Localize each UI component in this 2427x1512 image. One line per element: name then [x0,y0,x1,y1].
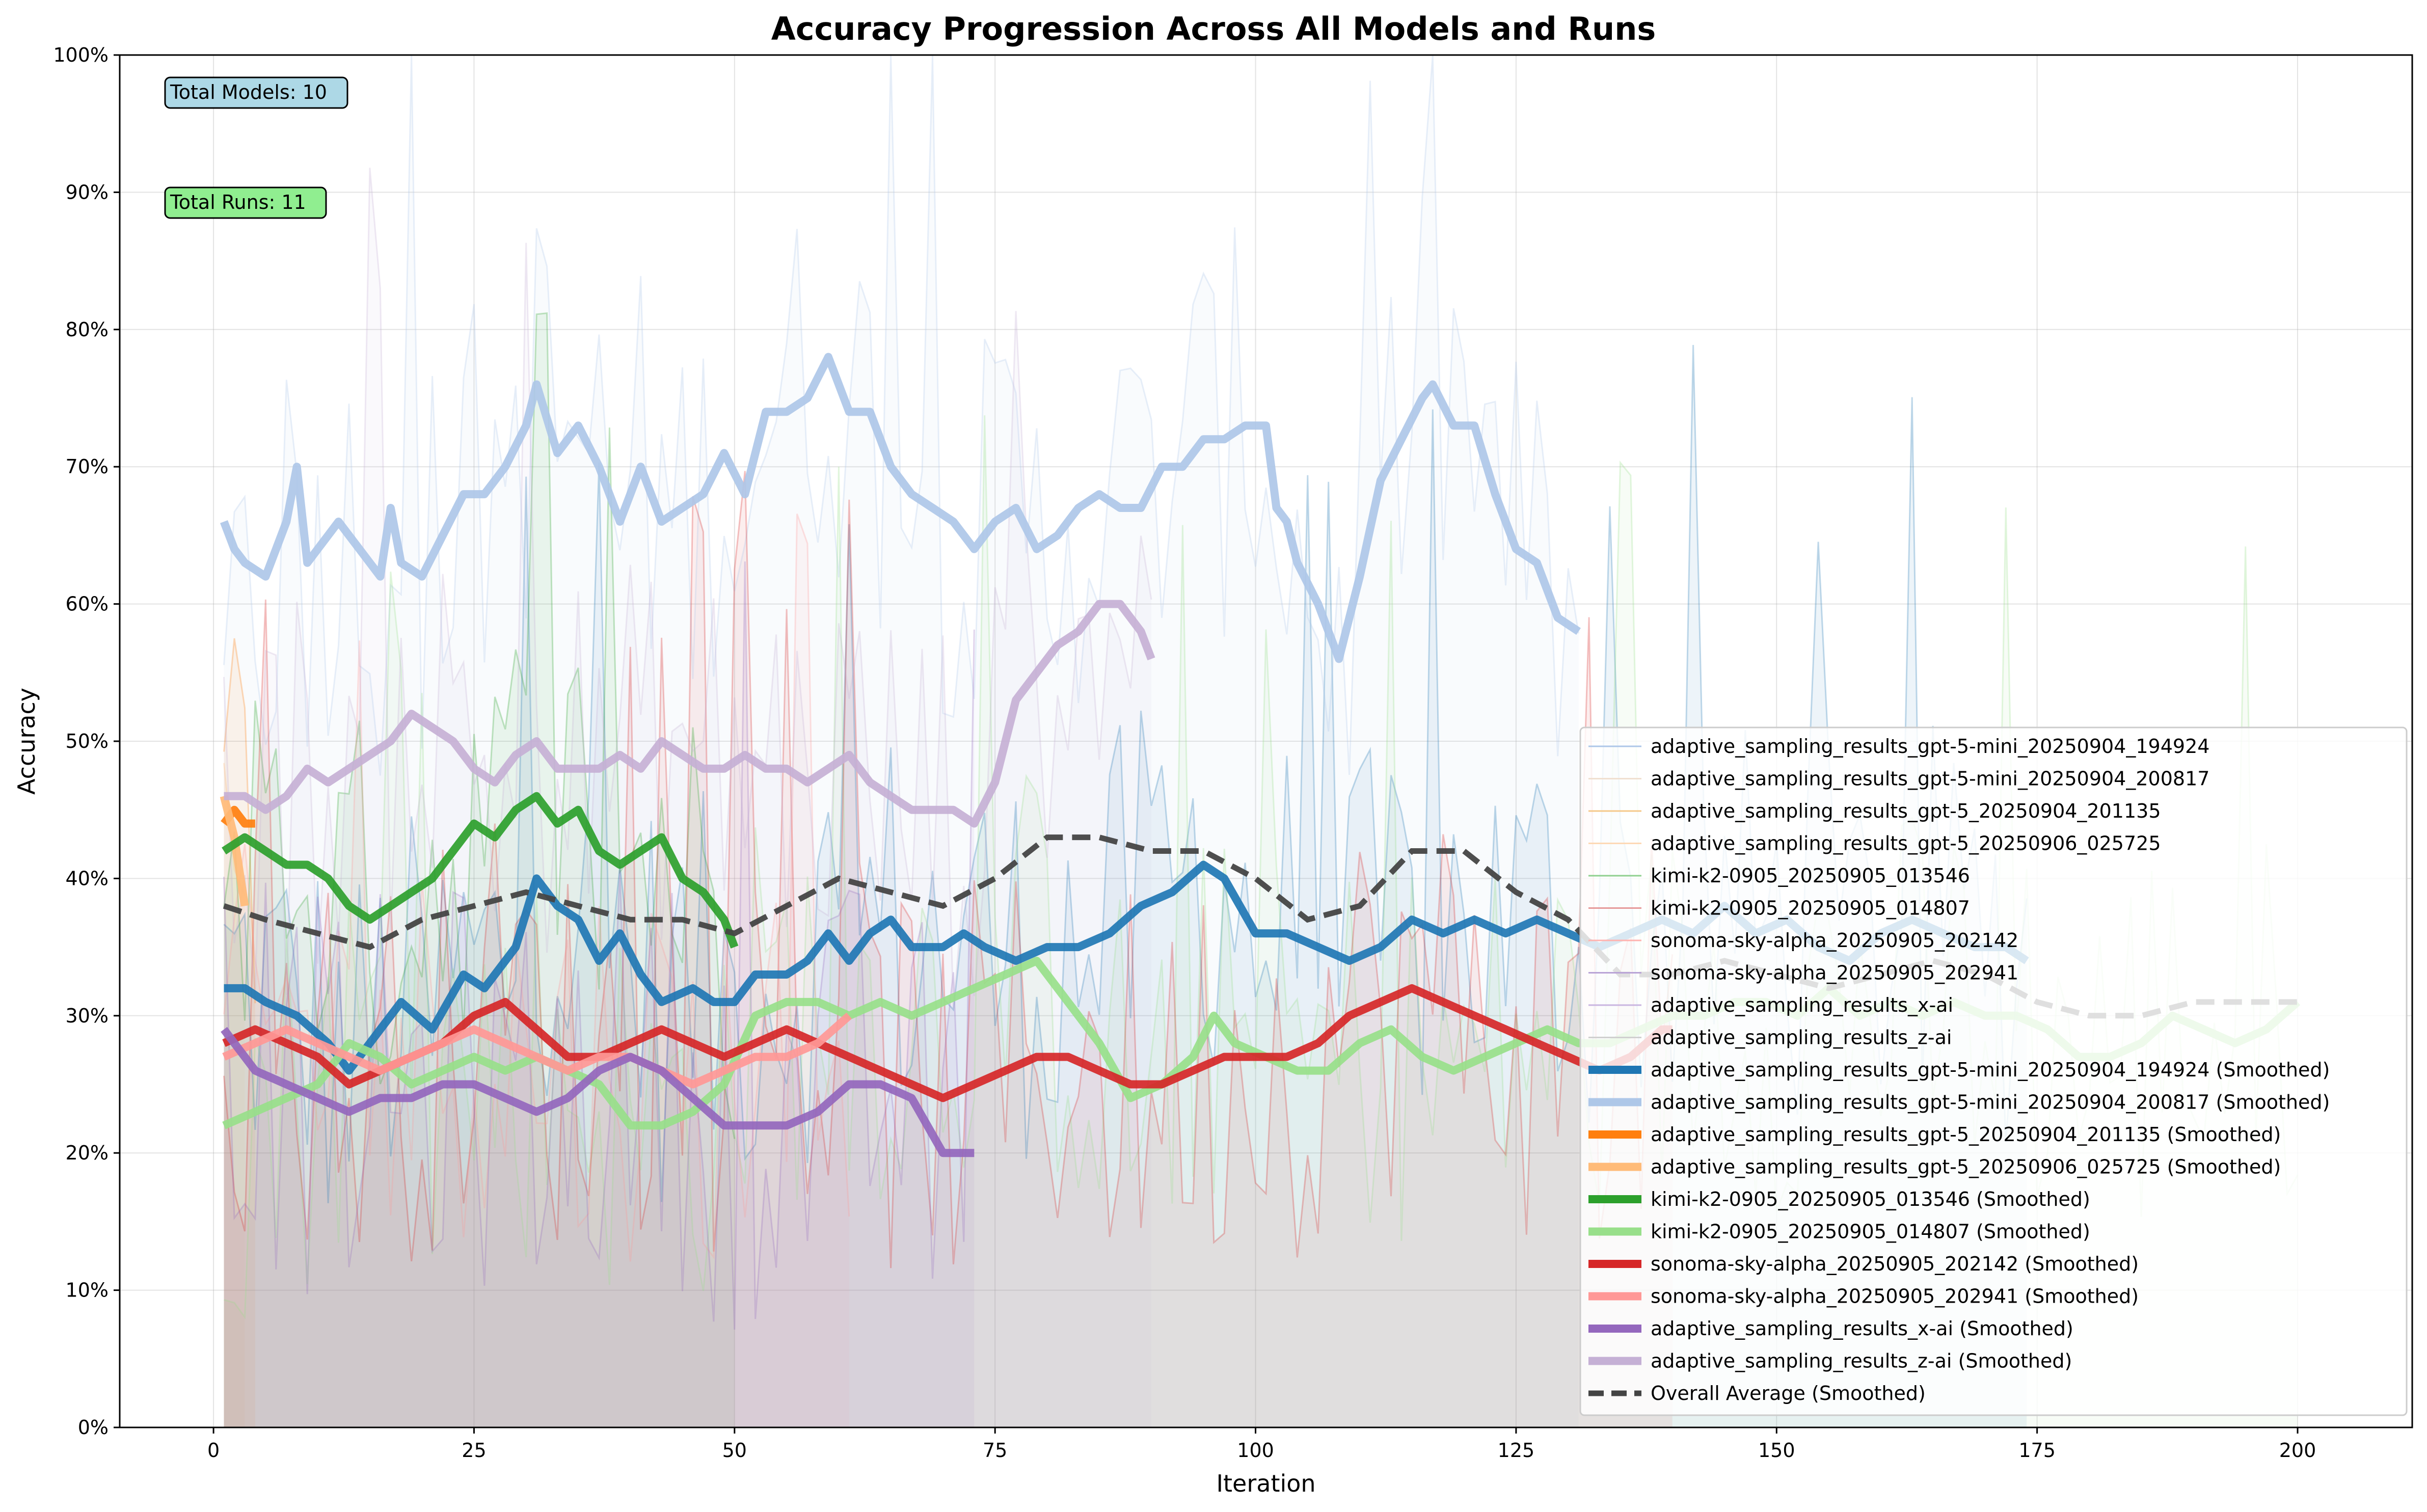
series-area-adaptive-sampling-results-gpt-5-20250906-025725 [224,763,245,1427]
series-area-kimi-k2-0905-20250905-014807 [224,415,2298,1427]
series-raw-adaptive-sampling-results-gpt-5-mini-20250904-200817 [223,55,1580,776]
series-raw-adaptive-sampling-results-z-ai [223,168,1152,1009]
legend-items: adaptive_sampling_results_gpt-5-mini_202… [1588,735,2330,1405]
legend-label: sonoma-sky-alpha_20250905_202142 (Smooth… [1651,1253,2139,1275]
legend-label: sonoma-sky-alpha_20250905_202142 [1651,929,2018,952]
series-raw-kimi-k2-0905-20250905-013546 [223,312,736,1139]
legend-label: kimi-k2-0905_20250905_014807 (Smoothed) [1651,1221,2090,1243]
total-models-annotation: Total Models: 10 [164,76,348,109]
y-tick-label: 20% [66,1142,109,1164]
x-tick-label: 150 [1758,1439,1795,1462]
series-area-adaptive-sampling-results-x-ai [224,561,975,1427]
y-tick-label: 80% [66,318,109,341]
legend-label: kimi-k2-0905_20250905_014807 [1651,897,1970,920]
y-tick-label: 40% [66,867,109,889]
x-tick-label: 50 [722,1439,747,1462]
series-area-sonoma-sky-alpha-20250905-202941 [224,514,849,1427]
x-tick-label: 125 [1498,1439,1535,1462]
legend-label: adaptive_sampling_results_gpt-5-mini_202… [1651,735,2209,758]
x-tick-label: 25 [462,1439,486,1462]
tick-layer: 0 25 50 75 100 125 150 175 200 0% 10% 20% 30% 40% 50% 6… [53,44,2316,1462]
x-tick-label: 175 [2018,1439,2056,1462]
legend-label: Overall Average (Smoothed) [1651,1382,1926,1405]
y-axis-label: Accuracy [13,688,40,795]
legend-label: adaptive_sampling_results_gpt-5-mini_202… [1651,768,2209,790]
y-tick-label: 10% [66,1279,109,1302]
series-area-adaptive-sampling-results-gpt-5-mini-20250904-200817 [224,55,1579,1427]
y-tick-label: 90% [66,181,109,203]
legend-label: adaptive_sampling_results_x-ai (Smoothed… [1651,1317,2073,1340]
y-tick-label: 0% [78,1416,109,1439]
total-runs-annotation: Total Runs: 11 [164,186,327,219]
y-tick-label: 50% [66,730,109,752]
legend-label: adaptive_sampling_results_z-ai [1651,1027,1952,1049]
total-runs-text: Total Runs: 11 [170,191,306,213]
total-runs-box [164,186,327,219]
total-models-box [164,76,348,109]
legend-label: adaptive_sampling_results_gpt-5-mini_202… [1651,1091,2330,1114]
legend-label: adaptive_sampling_results_gpt-5_20250906… [1651,832,2161,855]
series-smoothed-adaptive-sampling-results-z-ai [224,600,1155,828]
series-raw-adaptive-sampling-results-x-ai [223,561,975,1330]
legend-box [1579,726,2408,1416]
legend-label: kimi-k2-0905_20250905_013546 [1651,865,1970,887]
y-tick-label: 60% [66,593,109,615]
chart-title: Accuracy Progression Across All Models a… [771,10,1656,47]
series-smoothed-adaptive-sampling-results-gpt-5-20250906-025725 [220,795,249,907]
x-tick-label: 75 [983,1439,1007,1462]
series-area-adaptive-sampling-results-gpt-5-mini-20250904-194924 [224,345,2027,1428]
legend-label: sonoma-sky-alpha_20250905_202941 (Smooth… [1651,1285,2139,1308]
legend-label: adaptive_sampling_results_gpt-5-mini_202… [1651,1059,2330,1081]
series-smoothed-adaptive-sampling-results-gpt-5-mini-20250904-200817 [220,353,1581,663]
x-tick-label: 200 [2279,1439,2316,1462]
legend-label: adaptive_sampling_results_z-ai (Smoothed… [1651,1350,2072,1372]
series-raw-adaptive-sampling-results-gpt-5-20250904-201135 [223,638,256,1004]
legend-label: kimi-k2-0905_20250905_013546 (Smoothed) [1651,1188,2090,1210]
x-tick-label: 100 [1237,1439,1274,1462]
y-tick-label: 100% [53,44,109,66]
x-axis-label: Iteration [1216,1470,1315,1497]
legend-label: adaptive_sampling_results_gpt-5_20250904… [1651,800,2161,822]
legend-label: adaptive_sampling_results_gpt-5_20250904… [1651,1123,2281,1146]
series-area-sonoma-sky-alpha-20250905-202142 [224,471,1673,1427]
series-area-kimi-k2-0905-20250905-013546 [224,313,735,1428]
series-smoothed-adaptive-sampling-results-x-ai [221,1027,975,1157]
legend-label: sonoma-sky-alpha_20250905_202941 [1651,962,2018,984]
series-smoothed-sonoma-sky-alpha-20250905-202142 [222,984,1673,1102]
series-smoothed-sonoma-sky-alpha-20250905-202941 [222,1012,852,1089]
y-tick-label: 30% [66,1005,109,1027]
x-tick-label: 0 [207,1439,220,1462]
y-tick-label: 70% [66,455,109,478]
legend-label: adaptive_sampling_results_x-ai [1651,994,1953,1016]
legend-label: adaptive_sampling_results_gpt-5_20250906… [1651,1156,2281,1178]
series-smoothed-kimi-k2-0905-20250905-013546 [222,792,739,949]
total-models-text: Total Models: 10 [170,81,327,103]
legend: adaptive_sampling_results_gpt-5-mini_202… [1579,726,2408,1416]
